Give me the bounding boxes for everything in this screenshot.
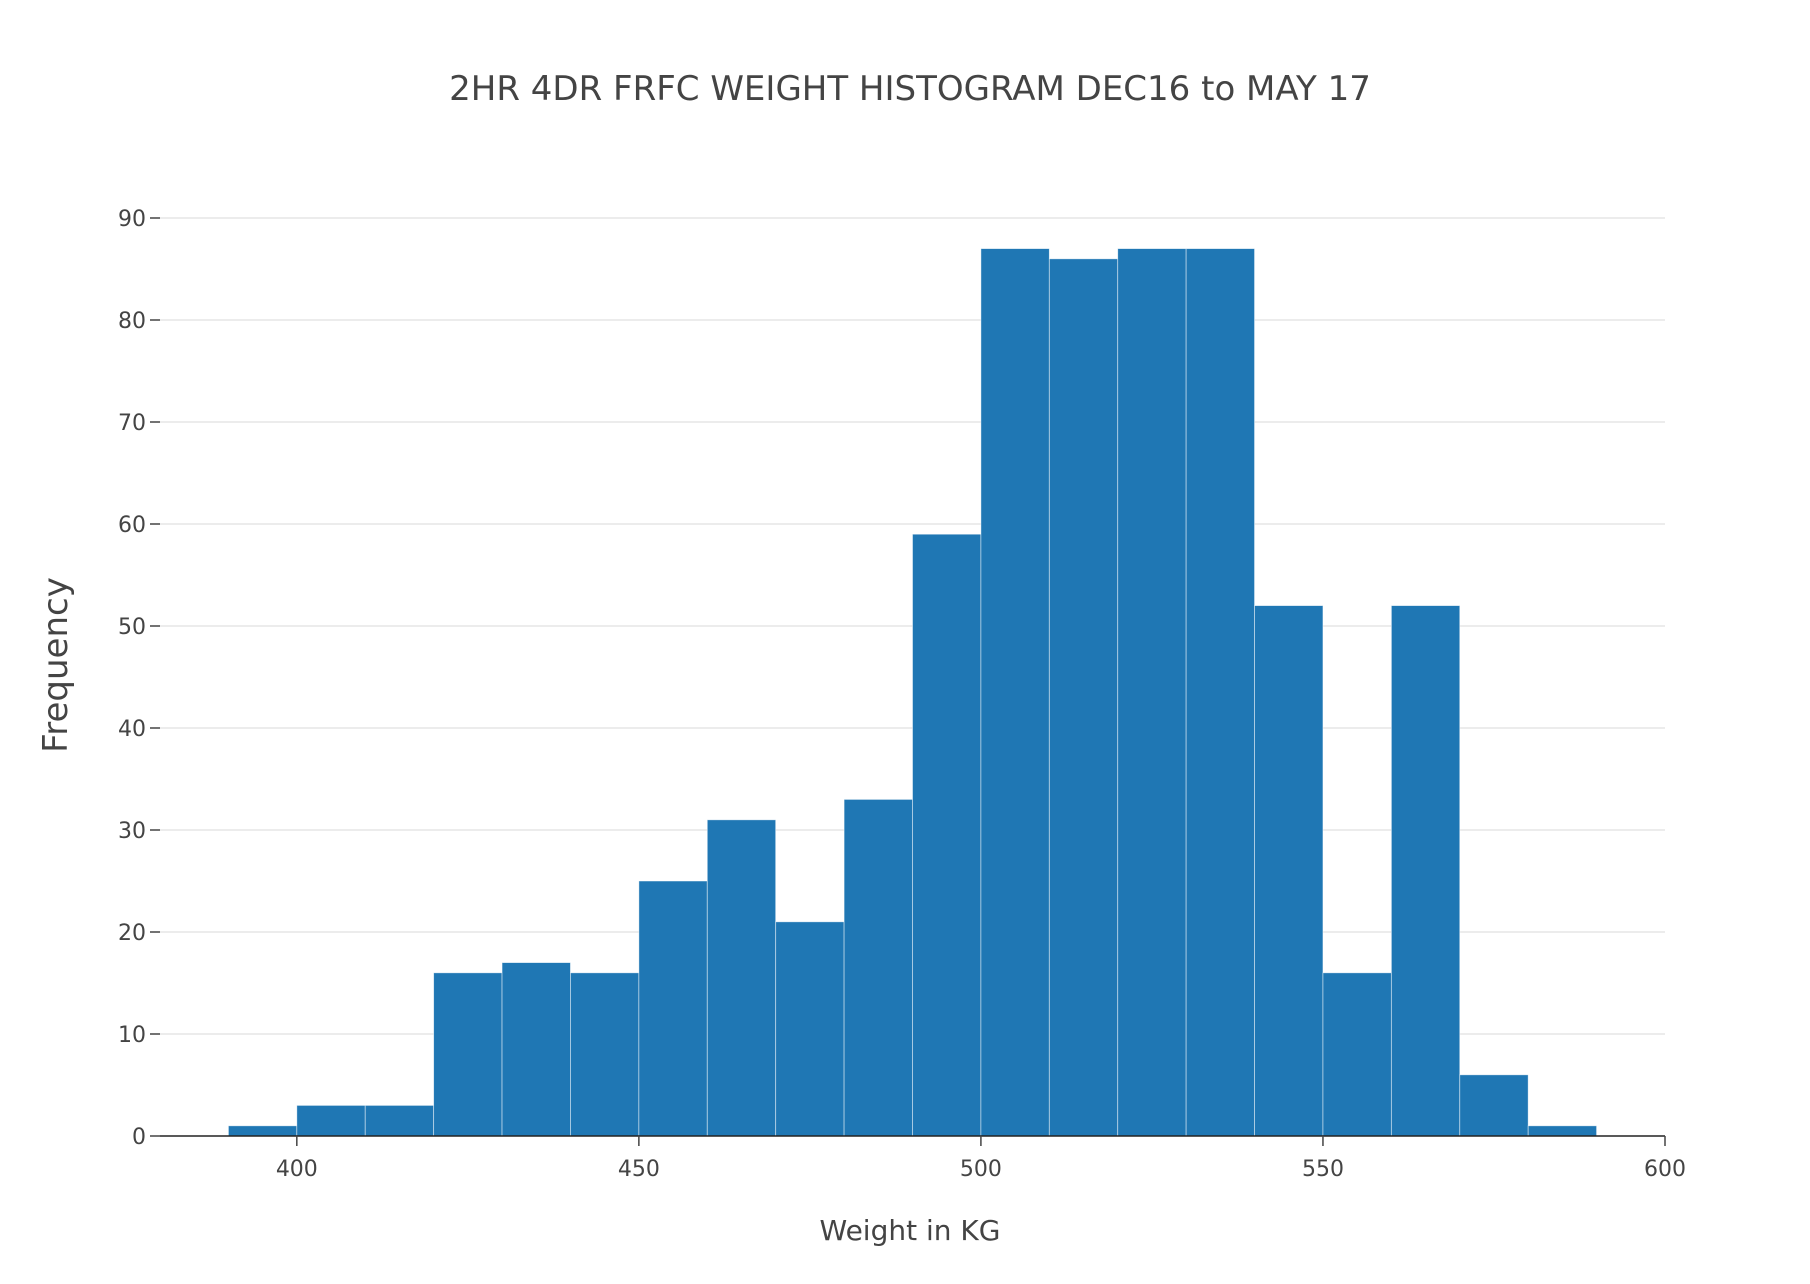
histogram-bar (1459, 1074, 1529, 1137)
y-tick-label: 20 (118, 921, 146, 946)
x-tick-label: 400 (276, 1157, 318, 1182)
y-tick-label: 50 (118, 615, 146, 640)
x-tick-label: 550 (1302, 1157, 1344, 1182)
chart-title: 2HR 4DR FRFC WEIGHT HISTOGRAM DEC16 to M… (449, 69, 1371, 109)
x-axis-ticks: 400 450 500 550 600 (276, 1136, 1686, 1182)
histogram-bar (570, 972, 640, 1137)
histogram-bar (1527, 1125, 1597, 1137)
histogram-bar (912, 533, 982, 1137)
y-tick-label: 70 (118, 411, 146, 436)
histogram-bar (364, 1105, 435, 1137)
histogram-bar (501, 962, 571, 1137)
histogram-bar (706, 819, 777, 1137)
y-tick-label: 90 (118, 207, 146, 232)
y-axis-ticks: 0 10 20 30 40 50 60 70 80 90 (118, 207, 160, 1150)
histogram-bars (228, 248, 1597, 1137)
y-axis-title: Frequency (36, 577, 76, 753)
histogram-bar (843, 799, 913, 1137)
x-tick-label: 500 (960, 1157, 1002, 1182)
x-tick-label: 600 (1644, 1157, 1686, 1182)
histogram-bar (228, 1125, 298, 1137)
histogram-bar (296, 1105, 366, 1137)
histogram-bar (1117, 248, 1187, 1137)
histogram-bar (775, 921, 845, 1137)
y-tick-label: 10 (118, 1023, 146, 1048)
histogram-bar (1254, 605, 1324, 1137)
histogram-bar (1185, 248, 1255, 1137)
y-tick-label: 60 (118, 513, 146, 538)
histogram-bar (980, 248, 1050, 1137)
histogram-bar (433, 972, 503, 1137)
y-tick-label: 30 (118, 819, 146, 844)
histogram-bar (1322, 972, 1392, 1137)
x-tick-label: 450 (618, 1157, 660, 1182)
y-tick-label: 80 (118, 309, 146, 334)
y-tick-label: 0 (132, 1125, 146, 1150)
x-axis-title: Weight in KG (820, 1214, 1001, 1247)
y-tick-label: 40 (118, 717, 146, 742)
histogram-bar (1048, 258, 1119, 1137)
histogram-bar (1390, 605, 1461, 1137)
histogram-bar (638, 880, 708, 1137)
